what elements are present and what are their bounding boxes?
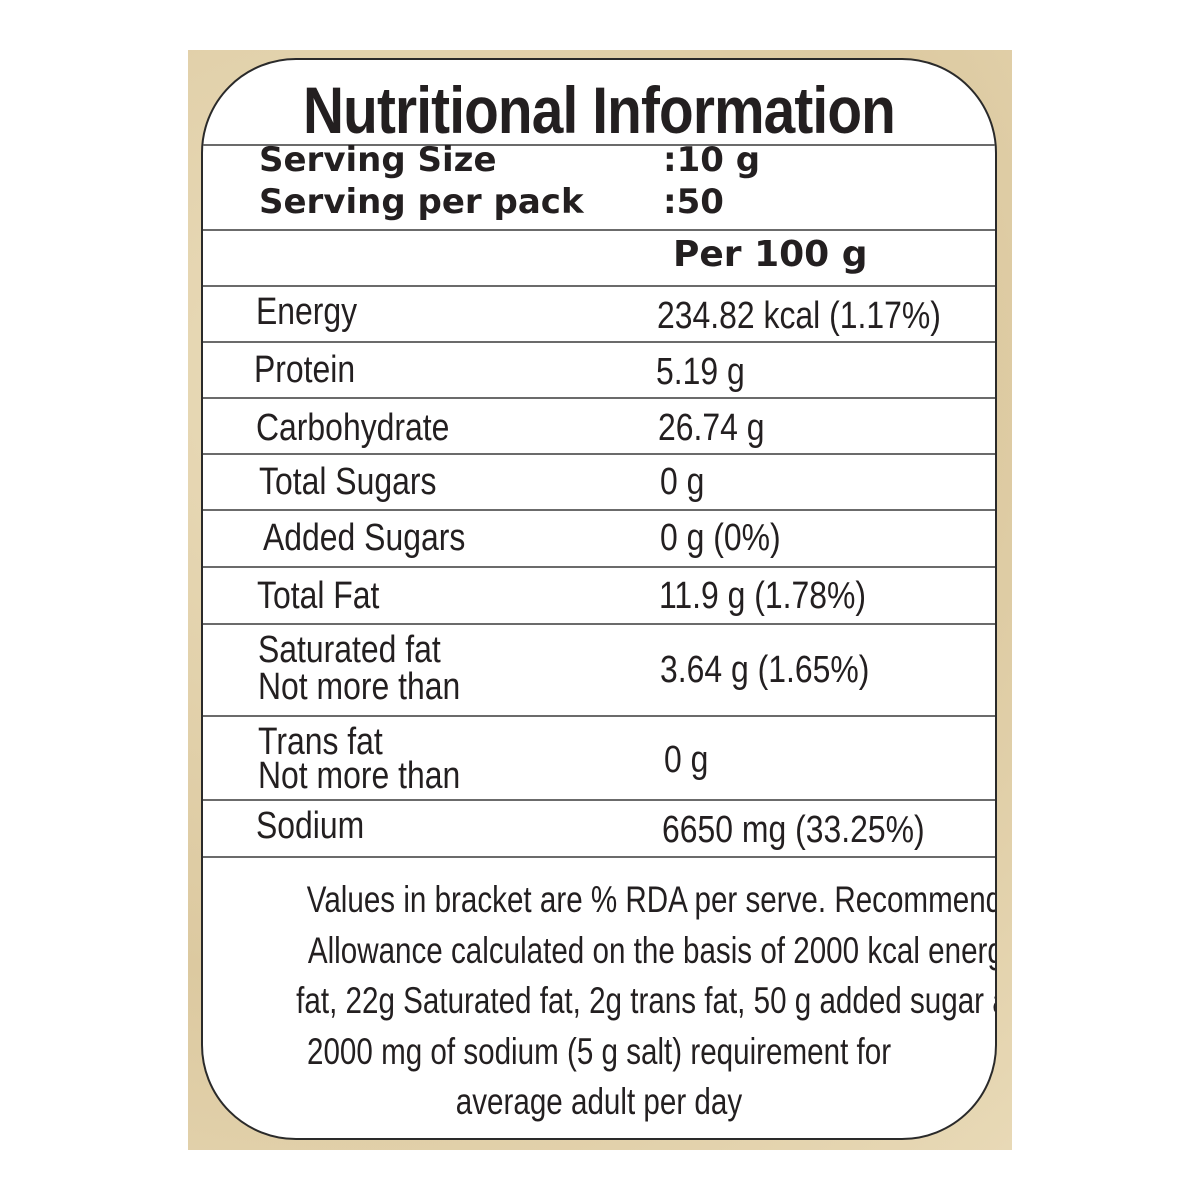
divider (203, 509, 995, 511)
nutrient-row-energy: Energy 234.82 kcal (1.17%) (203, 287, 995, 343)
nutrient-qualifier: Not more than (258, 755, 461, 797)
nutrient-row-trans-fat: Trans fat Not more than 0 g (203, 717, 995, 799)
nutrition-panel: Nutritional Information Serving Size :10… (201, 58, 997, 1140)
servings-per-pack-value: :50 (663, 182, 724, 222)
servings-per-pack-label: Serving per pack (259, 182, 584, 222)
footnote: Values in bracket are % RDA per serve. R… (203, 875, 995, 1128)
divider (203, 144, 995, 146)
divider (203, 229, 995, 231)
nutrient-label: Energy (256, 291, 358, 333)
nutrient-qualifier: Not more than (258, 666, 461, 708)
divider (203, 799, 995, 801)
footnote-line: average adult per day (455, 1081, 743, 1122)
divider (203, 397, 995, 399)
divider (203, 856, 995, 858)
divider (203, 715, 995, 717)
footnote-line: Allowance calculated on the basis of 200… (307, 929, 995, 971)
nutrient-row-protein: Protein 5.19 g (203, 343, 995, 399)
nutrient-row-total-fat: Total Fat 11.9 g (1.78%) (203, 568, 995, 624)
nutrient-value: 3.64 g (1.65%) (660, 649, 870, 691)
nutrient-row-carbohydrate: Carbohydrate 26.74 g (203, 399, 995, 455)
nutrient-row-total-sugars: Total Sugars 0 g (203, 455, 995, 511)
footnote-line: fat, 22g Saturated fat, 2g trans fat, 50… (296, 980, 997, 1021)
nutrient-value: 26.74 g (658, 407, 765, 449)
nutrient-row-sodium: Sodium 6650 mg (33.25%) (203, 801, 995, 857)
divider (203, 285, 995, 287)
nutrient-label: Added Sugars (263, 517, 466, 559)
nutrient-label: Saturated fat (258, 629, 441, 671)
page-title: Nutritional Information (303, 73, 896, 147)
divider (203, 566, 995, 568)
nutrient-row-added-sugars: Added Sugars 0 g (0%) (203, 511, 995, 567)
nutrient-label: Total Fat (257, 575, 380, 617)
nutrient-label: Protein (254, 349, 356, 391)
nutrient-label: Carbohydrate (256, 407, 450, 449)
footnote-line: Values in bracket are % RDA per serve. R… (306, 879, 995, 920)
footnote-line: 2000 mg of sodium (5 g salt) requirement… (306, 1030, 892, 1072)
serving-size-value: :10 g (663, 140, 761, 180)
divider (203, 453, 995, 455)
nutrient-value: 0 g (660, 461, 705, 503)
divider (203, 341, 995, 343)
nutrient-label: Sodium (256, 805, 365, 847)
nutrient-value: 6650 mg (33.25%) (662, 809, 925, 851)
column-header: Per 100 g (673, 234, 868, 275)
nutrient-value: 5.19 g (656, 351, 745, 393)
nutrient-label: Trans fat (258, 721, 383, 763)
nutrient-row-saturated-fat: Saturated fat Not more than 3.64 g (1.65… (203, 625, 995, 715)
nutrient-value: 11.9 g (1.78%) (659, 575, 867, 617)
divider (203, 623, 995, 625)
nutrient-value: 234.82 kcal (1.17%) (657, 295, 941, 337)
nutrient-value: 0 g (0%) (660, 517, 781, 559)
nutrient-label: Total Sugars (259, 461, 437, 503)
nutrient-value: 0 g (664, 739, 709, 781)
serving-size-label: Serving Size (259, 140, 497, 180)
